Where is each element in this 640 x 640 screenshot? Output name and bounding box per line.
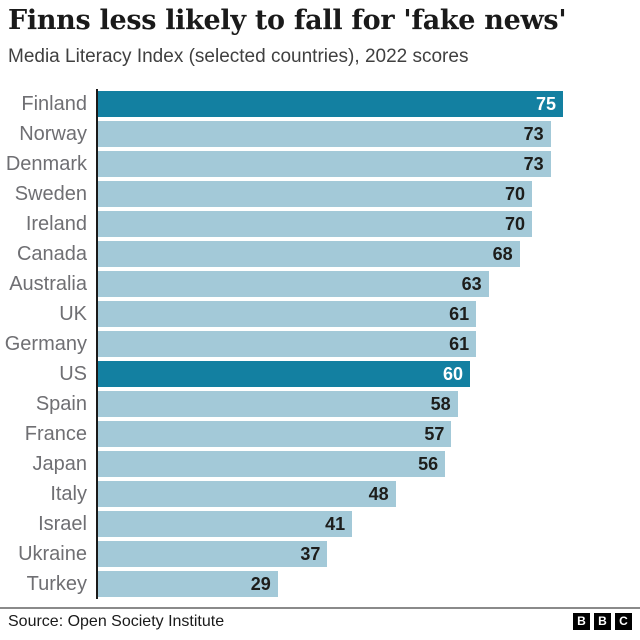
bar-track: 48 (96, 479, 640, 509)
bar: 60 (98, 361, 470, 387)
chart-row: Finland 75 (0, 89, 640, 119)
bar: 75 (98, 91, 563, 117)
chart-row: US 60 (0, 359, 640, 389)
chart-header: Finns less likely to fall for 'fake news… (0, 0, 640, 68)
bar-track: 75 (96, 89, 640, 119)
bar: 73 (98, 121, 551, 147)
category-label: Ukraine (18, 543, 87, 565)
chart-row: Japan 56 (0, 449, 640, 479)
chart-row: Sweden 70 (0, 179, 640, 209)
bar-track: 60 (96, 359, 640, 389)
bar: 58 (98, 391, 458, 417)
category-label: Ireland (25, 213, 87, 235)
chart-row: Spain 58 (0, 389, 640, 419)
bar-value-label: 70 (504, 184, 525, 204)
source-credit: Source: Open Society Institute (8, 612, 225, 630)
category-label: France (24, 423, 87, 445)
category-label: Italy (50, 483, 87, 505)
bar-track: 58 (96, 389, 640, 419)
category-label: US (59, 363, 87, 385)
chart-row: Israel 41 (0, 509, 640, 539)
bar: 29 (98, 571, 278, 597)
bar: 70 (98, 181, 532, 207)
bar: 73 (98, 151, 551, 177)
category-label: Germany (4, 333, 87, 355)
bar-value-label: 73 (523, 154, 544, 174)
chart-row: UK 61 (0, 299, 640, 329)
chart-row: Germany 61 (0, 329, 640, 359)
chart-row: Ireland 70 (0, 209, 640, 239)
bar-track: 37 (96, 539, 640, 569)
chart-title: Finns less likely to fall for 'fake news… (8, 5, 567, 36)
chart-row: Ukraine 37 (0, 539, 640, 569)
bar-track: 63 (96, 269, 640, 299)
bar: 41 (98, 511, 353, 537)
bar-value-label: 56 (418, 454, 439, 474)
chart-row: Australia 63 (0, 269, 640, 299)
category-label: Turkey (26, 573, 87, 595)
bar-chart: Finland 75 Norway 73 Denmark 73 Sweden 70 Irelan… (0, 89, 640, 599)
bar-track: 61 (96, 299, 640, 329)
bar-value-label: 73 (523, 124, 544, 144)
bar-value-label: 29 (250, 574, 271, 594)
category-label: UK (59, 303, 87, 325)
bar-track: 41 (96, 509, 640, 539)
chart-row: France 57 (0, 419, 640, 449)
bbc-logo-block: C (615, 613, 632, 630)
bar-value-label: 60 (442, 364, 463, 384)
bar-value-label: 68 (492, 244, 513, 264)
bar: 70 (98, 211, 532, 237)
chart-row: Canada 68 (0, 239, 640, 269)
category-label: Denmark (5, 153, 87, 175)
bar-track: 29 (96, 569, 640, 599)
bar-track: 70 (96, 179, 640, 209)
bar: 68 (98, 241, 520, 267)
bar-track: 70 (96, 209, 640, 239)
category-label: Sweden (14, 183, 87, 205)
bar: 56 (98, 451, 446, 477)
category-label: Japan (32, 453, 88, 475)
chart-subtitle: Media Literacy Index (selected countries… (8, 46, 469, 67)
bar-track: 57 (96, 419, 640, 449)
bar: 37 (98, 541, 328, 567)
chart-row: Norway 73 (0, 119, 640, 149)
bar: 63 (98, 271, 489, 297)
bar-track: 73 (96, 119, 640, 149)
bar-value-label: 61 (449, 334, 470, 354)
bar: 48 (98, 481, 396, 507)
chart-row: Denmark 73 (0, 149, 640, 179)
category-label: Spain (35, 393, 87, 415)
bar-track: 73 (96, 149, 640, 179)
bar-value-label: 61 (449, 304, 470, 324)
chart-row: Turkey 29 (0, 569, 640, 599)
category-label: Israel (38, 513, 87, 535)
bar: 61 (98, 331, 477, 357)
bar-value-label: 70 (504, 214, 525, 234)
category-label: Norway (19, 123, 87, 145)
chart-row: Italy 48 (0, 479, 640, 509)
bbc-logo-block: B (573, 613, 590, 630)
bar-value-label: 37 (300, 544, 321, 564)
bar-value-label: 57 (424, 424, 445, 444)
bar-value-label: 48 (368, 484, 389, 504)
bar-value-label: 63 (461, 274, 482, 294)
bbc-logo-block: B (594, 613, 611, 630)
category-label: Finland (21, 93, 87, 115)
bar-value-label: 75 (535, 94, 556, 114)
bar-track: 56 (96, 449, 640, 479)
category-label: Australia (9, 273, 87, 295)
bar: 61 (98, 301, 477, 327)
bar: 57 (98, 421, 452, 447)
bar-track: 61 (96, 329, 640, 359)
bar-value-label: 58 (430, 394, 451, 414)
bar-track: 68 (96, 239, 640, 269)
category-label: Canada (16, 243, 87, 265)
bar-value-label: 41 (325, 514, 346, 534)
